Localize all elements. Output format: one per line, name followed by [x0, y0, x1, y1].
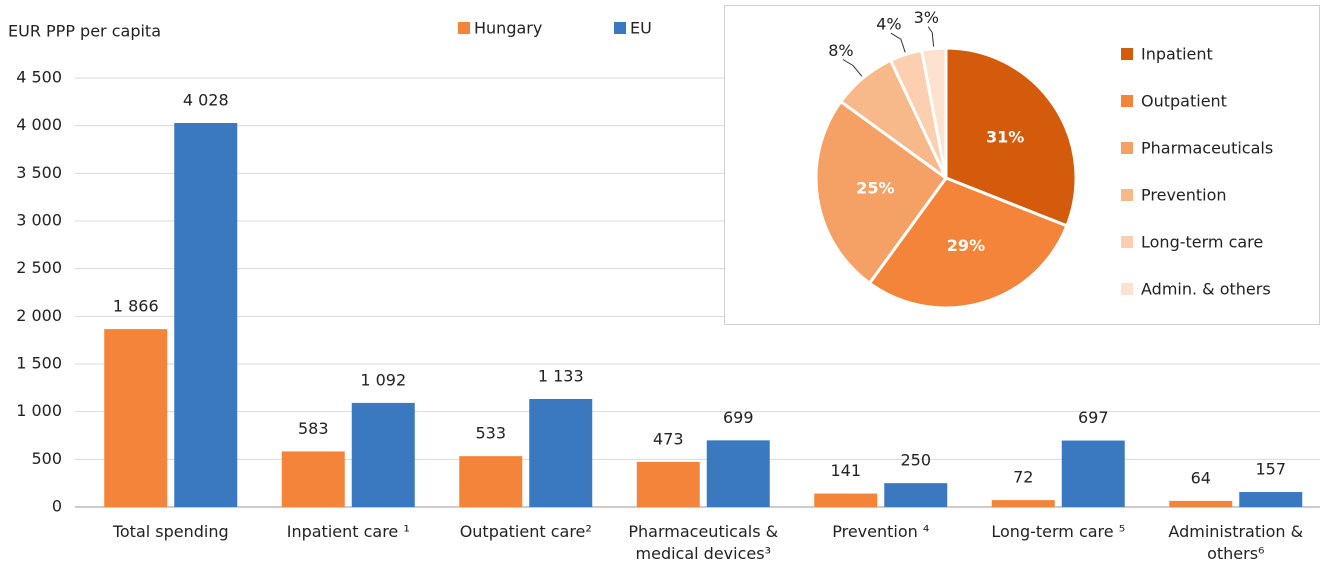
- data-label: 250: [900, 451, 931, 470]
- legend-swatch: [1121, 95, 1133, 107]
- pie-label: 4%: [876, 15, 901, 34]
- data-label: 141: [830, 461, 861, 480]
- bar: [884, 483, 948, 507]
- pie-label: 3%: [914, 8, 939, 27]
- data-label: 64: [1191, 468, 1211, 487]
- data-label: 697: [1078, 408, 1109, 427]
- pie-label: 25%: [856, 179, 894, 198]
- legend-label: Prevention: [1141, 186, 1227, 205]
- pie-slice: [867, 176, 1069, 310]
- x-tick-label: Inpatient care ¹: [286, 522, 410, 541]
- bar: [529, 398, 593, 507]
- bar: [351, 402, 415, 507]
- bar: [104, 329, 168, 507]
- data-label: 473: [653, 429, 684, 448]
- legend-label: Admin. & others: [1141, 280, 1271, 299]
- legend-label: Outpatient: [1141, 92, 1227, 111]
- y-tick-label: 1 000: [16, 401, 62, 420]
- x-tick-label: Pharmaceuticals & medical devices³: [628, 522, 779, 563]
- x-tick-label: Total spending: [112, 522, 229, 541]
- legend-swatch: [1121, 142, 1133, 154]
- y-tick-label: 500: [31, 449, 62, 468]
- y-tick-label: 2 500: [16, 258, 62, 277]
- legend-swatch: [1121, 236, 1133, 248]
- y-tick-label: 4 000: [16, 115, 62, 134]
- y-tick-label: 2 000: [16, 306, 62, 325]
- y-axis-label: EUR PPP per capita: [8, 22, 161, 41]
- data-label: 1 866: [113, 297, 159, 316]
- bar: [706, 440, 770, 507]
- data-label: 1 133: [538, 366, 584, 385]
- pie-slice: [919, 46, 948, 179]
- data-label: 72: [1013, 468, 1033, 487]
- legend-swatch: [614, 22, 626, 34]
- pie-label: 8%: [828, 41, 853, 60]
- data-label: 1 092: [360, 370, 406, 389]
- legend-swatch: [1121, 189, 1133, 201]
- y-tick-label: 3 500: [16, 163, 62, 182]
- legend-swatch: [458, 22, 470, 34]
- data-label: 583: [298, 419, 329, 438]
- pie-slice: [944, 46, 1078, 228]
- x-tick-label: Administration & others⁶: [1168, 522, 1304, 563]
- legend-label: EU: [630, 19, 652, 38]
- legend-label: Inpatient: [1141, 45, 1213, 64]
- x-tick-label: Long-term care ⁵: [991, 522, 1126, 541]
- bar: [174, 122, 238, 508]
- legend-swatch: [1121, 48, 1133, 60]
- leader-line: [927, 26, 935, 47]
- data-label: 699: [723, 408, 754, 427]
- leader-line: [890, 32, 906, 53]
- data-label: 4 028: [183, 90, 229, 109]
- bar: [991, 500, 1055, 507]
- legend-label: Hungary: [474, 19, 542, 38]
- legend-label: Pharmaceuticals: [1141, 139, 1273, 158]
- data-label: 533: [475, 424, 506, 443]
- bar: [814, 493, 878, 507]
- data-label: 157: [1255, 460, 1286, 479]
- legend-label: Long-term care: [1141, 233, 1263, 252]
- bar: [1061, 440, 1125, 507]
- legend-swatch: [1121, 283, 1133, 295]
- bar: [281, 451, 345, 507]
- pie-label: 31%: [986, 127, 1024, 146]
- bar: [1239, 492, 1303, 507]
- bar: [459, 456, 523, 507]
- y-tick-label: 0: [52, 497, 62, 516]
- x-tick-label: Prevention ⁴: [832, 522, 930, 541]
- pie-slice: [814, 99, 949, 286]
- x-tick-label: Outpatient care²: [459, 522, 592, 541]
- y-tick-label: 4 500: [16, 68, 62, 87]
- pie-label: 29%: [947, 236, 985, 255]
- y-tick-label: 1 500: [16, 354, 62, 373]
- bar: [636, 461, 700, 507]
- leader-line: [842, 59, 863, 77]
- y-tick-label: 3 000: [16, 211, 62, 230]
- bar: [1169, 500, 1233, 507]
